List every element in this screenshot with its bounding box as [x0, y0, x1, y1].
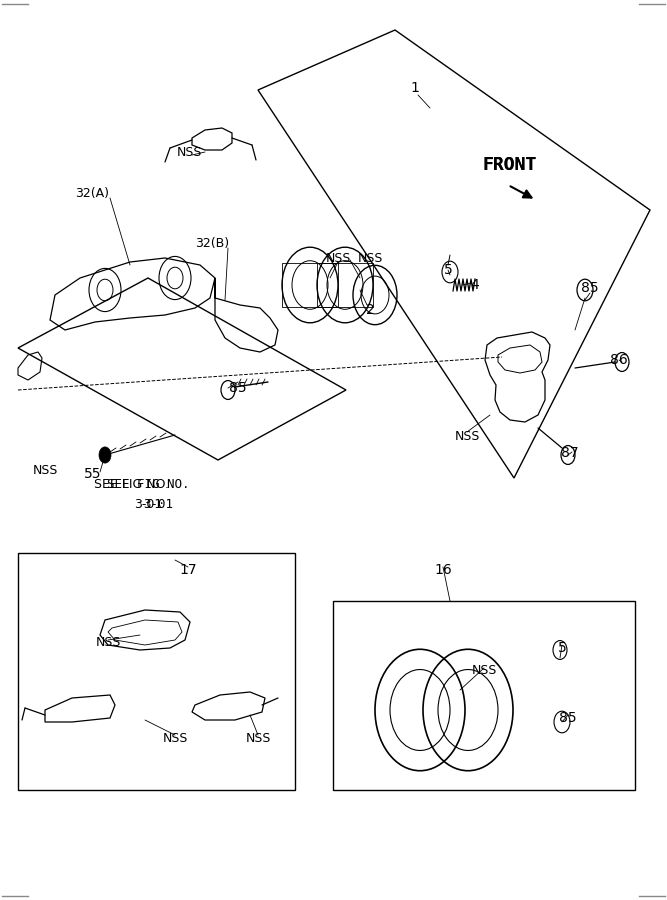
Text: 86: 86 — [610, 353, 628, 367]
Text: NSS: NSS — [454, 430, 480, 444]
Bar — [18, 553, 295, 790]
Text: 3-01: 3-01 — [134, 499, 162, 511]
Text: NSS: NSS — [162, 732, 187, 744]
Text: NSS: NSS — [176, 146, 201, 158]
Text: 3-01: 3-01 — [143, 499, 173, 511]
Text: 32(B): 32(B) — [195, 237, 229, 249]
Text: 2: 2 — [366, 303, 374, 317]
Text: 85: 85 — [229, 381, 247, 395]
Text: SEE FIG NO.: SEE FIG NO. — [107, 479, 189, 491]
Text: NSS: NSS — [472, 663, 497, 677]
Text: FRONT: FRONT — [483, 156, 537, 174]
Bar — [317, 263, 373, 307]
Text: NSS: NSS — [32, 464, 57, 476]
Text: SEE FIG NO.: SEE FIG NO. — [95, 479, 169, 491]
Text: 5: 5 — [444, 263, 452, 277]
Text: 5: 5 — [558, 641, 566, 655]
Text: 87: 87 — [561, 446, 579, 460]
Text: NSS: NSS — [358, 251, 383, 265]
Text: 32(A): 32(A) — [75, 186, 109, 200]
Text: 85: 85 — [559, 711, 577, 725]
Text: 1: 1 — [411, 81, 420, 95]
Text: NSS: NSS — [245, 732, 271, 744]
Text: 85: 85 — [581, 281, 599, 295]
Bar — [282, 263, 338, 307]
Circle shape — [99, 447, 111, 464]
Text: 4: 4 — [471, 278, 480, 292]
Text: 55: 55 — [84, 467, 102, 481]
Text: FRONT: FRONT — [483, 156, 537, 174]
Text: 17: 17 — [179, 563, 197, 577]
Text: NSS: NSS — [325, 251, 351, 265]
Text: 16: 16 — [434, 563, 452, 577]
Bar — [333, 601, 635, 790]
Text: NSS: NSS — [95, 636, 121, 650]
